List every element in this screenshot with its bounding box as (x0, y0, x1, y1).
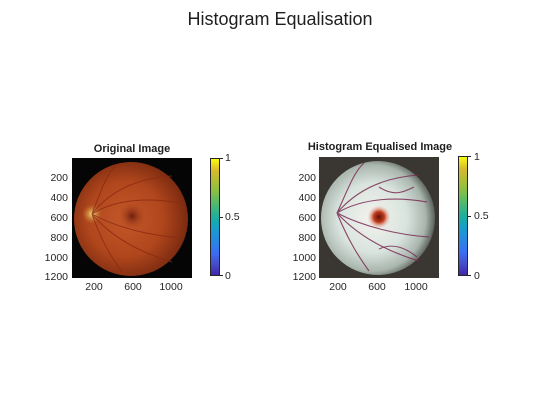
panel-title-original: Original Image (93, 143, 171, 155)
colorbar-tick (220, 217, 223, 218)
colorbar-tick (220, 275, 223, 276)
panel-title-equalised: Histogram Equalised Image (307, 141, 453, 153)
y-tick-label: 400 (50, 192, 68, 204)
colorbar-tick-label: 0.5 (474, 210, 489, 222)
colorbar-tick (468, 275, 471, 276)
colorbar-tick (468, 216, 471, 217)
colorbar-tick-label: 0 (225, 270, 231, 282)
y-tick-label: 600 (298, 212, 316, 224)
y-tick-label: 1000 (44, 252, 68, 264)
original-fundus-image (72, 158, 192, 278)
colorbar (210, 158, 220, 276)
colorbar-tick-label: 1 (225, 152, 231, 164)
x-tick-label: 200 (329, 281, 347, 293)
colorbar (458, 156, 468, 276)
x-tick-label: 1000 (159, 281, 183, 293)
y-tick-label: 200 (298, 172, 316, 184)
y-tick-label: 800 (298, 232, 316, 244)
colorbar-tick (468, 156, 471, 157)
colorbar-tick-label: 1 (474, 151, 480, 163)
colorbar-tick-label: 0 (474, 270, 480, 282)
y-tick-label: 1200 (44, 271, 68, 283)
colorbar-tick (220, 158, 223, 159)
y-tick-label: 400 (298, 192, 316, 204)
y-tick-label: 1200 (292, 271, 316, 283)
equalised-fundus-image (319, 157, 439, 278)
y-tick-label: 1000 (292, 252, 316, 264)
colorbar-tick-label: 0.5 (225, 211, 240, 223)
x-tick-label: 600 (124, 281, 142, 293)
y-tick-label: 200 (50, 172, 68, 184)
figure-title: Histogram Equalisation (187, 9, 373, 29)
x-tick-label: 200 (85, 281, 103, 293)
y-tick-label: 600 (50, 212, 68, 224)
y-tick-label: 800 (50, 232, 68, 244)
x-tick-label: 600 (368, 281, 386, 293)
x-tick-label: 1000 (404, 281, 428, 293)
